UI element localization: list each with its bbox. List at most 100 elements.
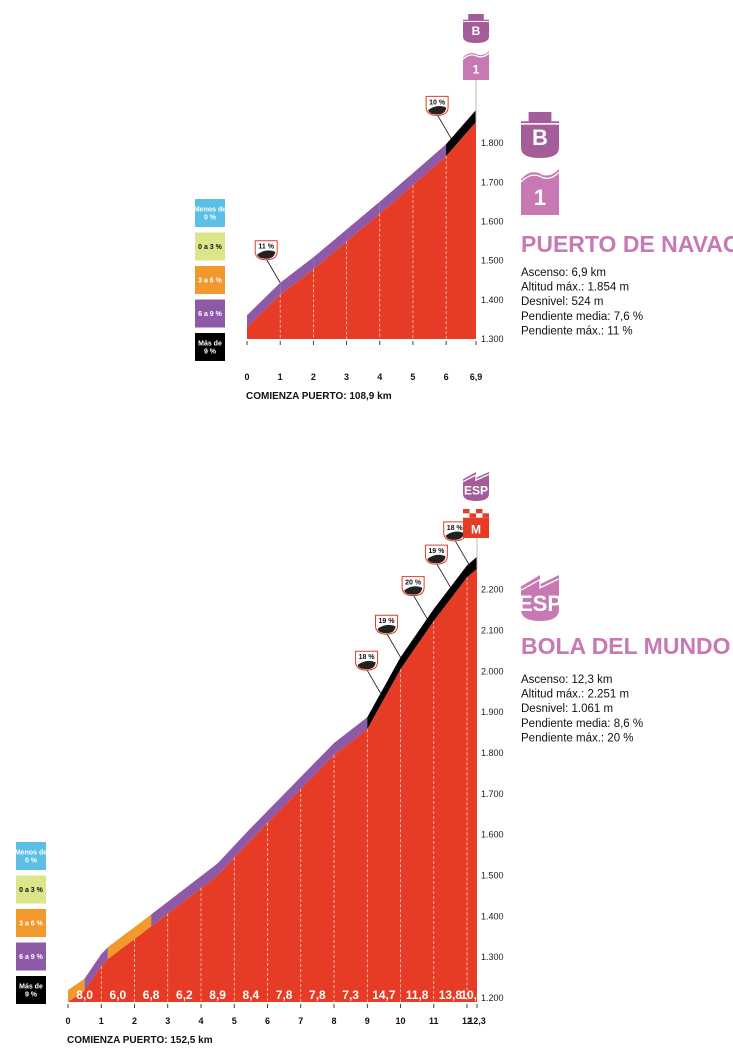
band-segment <box>367 556 477 730</box>
max-gradient-pin: 19 % <box>424 544 448 565</box>
x-tick-label: 0 <box>65 1016 70 1026</box>
segment-gradient-label: 8,3 <box>255 343 272 357</box>
segment-gradient-label: 8,0 <box>76 988 93 1002</box>
x-tick-label: 1 <box>99 1016 104 1026</box>
x-tick-label: 1 <box>278 372 283 382</box>
badge-stripe <box>463 20 489 22</box>
max-gradient-pin: 20 % <box>401 576 425 597</box>
band-segment <box>84 947 108 991</box>
climb-stat: Altitud máx.: 2.251 m <box>521 689 629 701</box>
legend-item: 0 a 3 % <box>16 875 46 904</box>
badge-stripe <box>520 171 560 183</box>
elevation-area <box>247 122 476 340</box>
segment-gradient-label: 6,8 <box>143 988 160 1002</box>
summit-badge: 1 <box>462 51 490 80</box>
legend-swatch <box>16 842 46 870</box>
x-tick-label: 3 <box>165 1016 170 1026</box>
max-gradient-pin: 18 % <box>355 650 379 671</box>
legend-label: 0 a 3 % <box>19 887 44 894</box>
y-tick-label: 1.400 <box>481 295 504 305</box>
legend-label: 6 a 9 % <box>19 954 44 961</box>
legend-label: Menos de <box>15 850 47 857</box>
x-tick-label: 8 <box>332 1016 337 1026</box>
badge-check <box>463 509 470 514</box>
legend-item: 0 a 3 % <box>195 232 225 261</box>
segment-gradient-label: 8,9 <box>209 988 226 1002</box>
legend-label: 3 a 6 % <box>198 278 223 285</box>
pin-slope <box>357 660 376 670</box>
x-tick-label: 6 <box>444 372 449 382</box>
legend-swatch <box>16 909 46 937</box>
pin-slope <box>404 586 423 595</box>
legend-swatch <box>195 299 225 328</box>
legend-label: Menos de <box>194 207 226 214</box>
pin-label: 10 % <box>429 99 446 106</box>
pin-leader <box>454 539 470 565</box>
summit-badge: B <box>463 14 489 43</box>
pin-leader <box>436 562 451 588</box>
legend-item: Menos de0 % <box>15 842 47 870</box>
segment-gradient-label: 9,9 <box>453 343 470 357</box>
pin-slope <box>257 250 276 259</box>
climb-chart: 8,3 6,5 7,1 7,1 7,3 7,4 9,9 0 1 2 3 4 5 6 6,9 1.300 1.40… <box>244 14 733 402</box>
segment-gradient-label: 7,1 <box>355 343 372 357</box>
x-axis: 0 1 2 3 4 5 6 6,9 <box>244 341 482 382</box>
band-segment <box>247 282 281 328</box>
legend-label: Más de <box>19 984 43 991</box>
climb-stat: Altitud máx.: 1.854 m <box>521 282 629 294</box>
legend-item: 3 a 6 % <box>195 266 225 294</box>
x-tick-label: 5 <box>232 1016 237 1026</box>
band-segment <box>313 229 347 270</box>
badge-label: 1 <box>534 185 546 210</box>
summit-badge: ESP <box>462 472 490 501</box>
segment-gradient-label: 7,1 <box>322 343 339 357</box>
segment-gradient-label: 6,5 <box>288 343 305 357</box>
climb-chart: 8,0 6,0 6,8 6,2 8,9 8,4 7,8 7,8 7,3 14,7 11,8 13,81… <box>65 472 731 1046</box>
gradient-band <box>68 556 477 1002</box>
summit-icons: B1 <box>462 14 490 80</box>
max-gradient-pin: 18 % <box>443 521 467 542</box>
legend-label: Más de <box>198 341 222 348</box>
climb-start-label: COMIENZA PUERTO: 108,9 km <box>246 391 392 402</box>
segment-gradient-label: 7,3 <box>388 343 405 357</box>
badge-stripe <box>520 578 560 591</box>
y-tick-label: 1.300 <box>481 952 504 962</box>
x-tick-label: 12,3 <box>468 1016 486 1026</box>
x-tick-label: 2 <box>132 1016 137 1026</box>
climb-title: BOLA DEL MUNDO <box>521 633 731 659</box>
climb-title: PUERTO DE NAVACERRADA <box>521 231 733 257</box>
climb-stat: Pendiente máx.: 20 % <box>521 732 634 744</box>
pin-slope <box>427 554 446 564</box>
legend-item: Más de9 % <box>16 976 46 1004</box>
pin-label: 11 % <box>258 244 274 251</box>
pin-label: 19 % <box>379 618 396 625</box>
legend-swatch <box>195 266 225 294</box>
legend-label: 0 % <box>204 215 217 222</box>
y-tick-label: 1.200 <box>481 993 504 1003</box>
badge-check <box>476 509 483 514</box>
climb-stat: Desnivel: 524 m <box>521 296 603 308</box>
y-tick-label: 1.700 <box>481 789 504 799</box>
badge-check <box>469 513 476 518</box>
y-tick-label: 1.800 <box>481 748 504 758</box>
y-tick-label: 1.700 <box>481 177 504 187</box>
elevation-area <box>68 568 477 1002</box>
max-gradient-pin: 19 % <box>375 614 399 635</box>
pin-label: 19 % <box>428 548 445 555</box>
x-tick-label: 9 <box>365 1016 370 1026</box>
pin-slope <box>445 531 464 540</box>
segment-gradient-label: 7,3 <box>342 988 359 1002</box>
x-tick-label: 6,9 <box>470 372 483 382</box>
x-tick-label: 7 <box>298 1016 303 1026</box>
pin-slope <box>428 106 447 115</box>
legend-item: 6 a 9 % <box>16 942 46 971</box>
band-segment <box>280 257 314 295</box>
y-axis: 1.200 1.300 1.400 1.500 1.600 1.700 1.800 1.900… <box>481 585 504 1003</box>
band-segment <box>412 144 447 186</box>
band-segment <box>346 201 380 242</box>
band-segment <box>68 978 85 1002</box>
legend-swatch <box>195 232 225 261</box>
segment-gradient-label: 13,8 <box>439 988 463 1002</box>
legend-swatch <box>16 942 46 971</box>
segment-gradient-label: 8,4 <box>243 988 260 1002</box>
